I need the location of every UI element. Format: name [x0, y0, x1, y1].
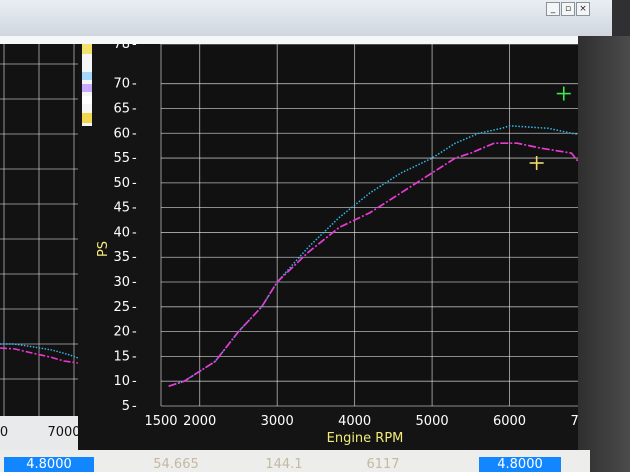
status-bar: 4.8000 54.665 144.1 6117 4.8000 [0, 450, 590, 472]
y-tick-dash: - [132, 201, 137, 216]
x-tick-label: 4000 [338, 414, 371, 429]
y-tick-dash: - [132, 374, 137, 389]
legend-swatch [82, 96, 92, 104]
left-torque-line [0, 347, 78, 364]
plot-area [161, 44, 587, 406]
left-chart: 0 7000 [0, 44, 78, 440]
left-x-tick-label: 0 [0, 425, 8, 440]
legend-swatch [82, 44, 92, 54]
y-tick-label: 65 [113, 101, 130, 116]
y-tick-dash: - [132, 126, 137, 141]
faint-tab-strip [230, 26, 490, 41]
x-tick-label: 1500 [144, 414, 177, 429]
legend-swatch [82, 72, 92, 80]
legend-swatch [82, 113, 92, 123]
y-tick-label: 60 [113, 126, 130, 141]
y-tick-label: 5 [122, 399, 130, 414]
y-tick-label: 40 [113, 225, 130, 240]
y-tick-dash: - [132, 151, 137, 166]
y-tick-dash: - [132, 176, 137, 191]
y-tick-dash: - [132, 44, 137, 52]
y-tick-dash: - [132, 399, 137, 414]
y-tick-label: 35 [113, 250, 130, 265]
y-tick-label: 50 [113, 176, 130, 191]
y-tick-dash: - [132, 101, 137, 116]
status-value: 54.665 [153, 457, 199, 472]
y-tick-label: 55 [113, 151, 130, 166]
y-tick-label: 78 [113, 44, 130, 52]
y-tick-dash: - [132, 250, 137, 265]
status-value: 6117 [366, 457, 400, 472]
torque-curve [168, 142, 596, 388]
x-tick-label: 5000 [416, 414, 449, 429]
status-value: 144.1 [265, 457, 303, 472]
y-tick-label: 25 [113, 300, 130, 315]
monitor-bezel [578, 36, 630, 472]
x-tick-label: 3000 [261, 414, 294, 429]
y-tick-dash: - [132, 300, 137, 315]
x-tick-label: 6000 [493, 414, 526, 429]
y-tick-label: 70 [113, 77, 130, 92]
minimize-icon[interactable]: _ [546, 2, 560, 16]
x-axis-label: Engine RPM [327, 431, 404, 446]
status-value: 4.8000 [4, 457, 94, 472]
restore-icon[interactable]: ▫ [561, 2, 575, 16]
y-tick-label: 10 [113, 374, 130, 389]
close-icon[interactable]: × [576, 2, 590, 16]
chart-panel-area: 0 7000 5-10-15-20-25-30-35-40-45-50-55-6… [0, 36, 612, 456]
left-x-tick-label: 7000 [47, 425, 78, 440]
y-tick-dash: - [132, 349, 137, 364]
y-tick-dash: - [132, 77, 137, 92]
y-tick-dash: - [132, 275, 137, 290]
status-value: 4.8000 [479, 457, 561, 472]
window-controls: _ ▫ × [546, 2, 590, 16]
x-tick-label: 2000 [183, 414, 216, 429]
y-tick-dash: - [132, 325, 137, 340]
legend-swatch [82, 84, 92, 92]
y-tick-label: 30 [113, 275, 130, 290]
left-power-line [0, 343, 78, 359]
y-tick-label: 45 [113, 201, 130, 216]
window-title-bar: _ ▫ × [0, 0, 612, 41]
y-tick-dash: - [132, 225, 137, 240]
y-tick-label: 15 [113, 349, 130, 364]
y-tick-label: 20 [113, 325, 130, 340]
y-axis-label: PS [96, 241, 111, 257]
engine-dyno-chart: 5 -10 -15 -20 -25 -30 -35 -40 -45 -50 -55 -60 -65 -70… [78, 44, 608, 454]
